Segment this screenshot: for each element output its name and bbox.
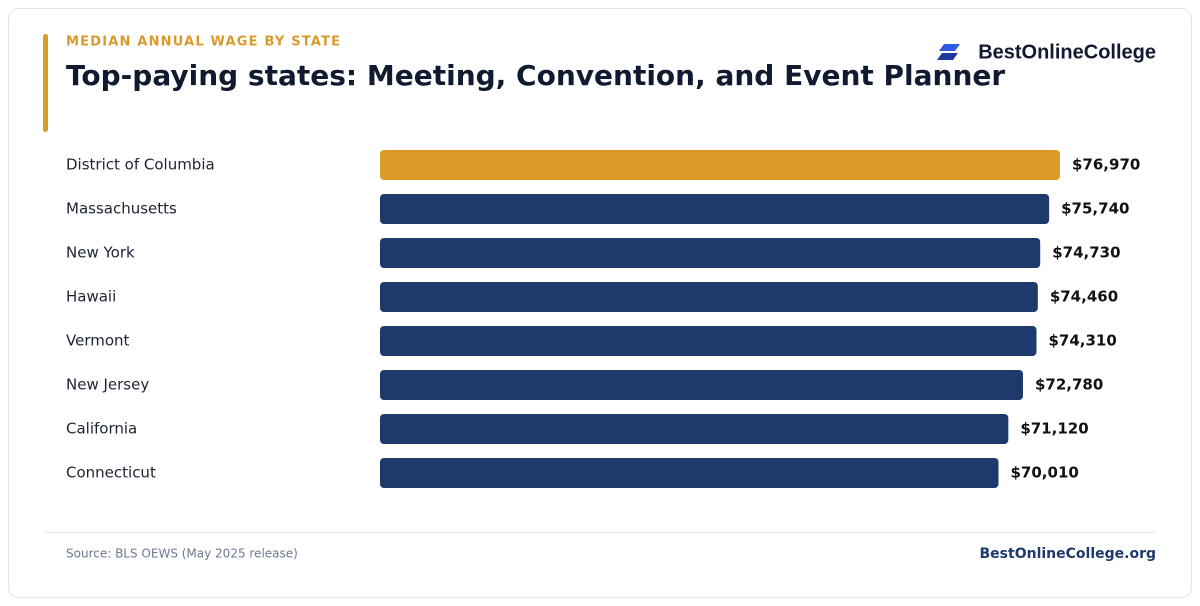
value-label: $74,460 [1050, 288, 1118, 306]
category-label: Massachusetts [66, 200, 177, 218]
value-label: $70,010 [1011, 464, 1079, 482]
accent-bar [43, 34, 48, 132]
bar [380, 458, 999, 488]
value-label: $76,970 [1072, 156, 1140, 174]
source: Source: BLS OEWS (May 2025 release) [66, 547, 298, 561]
bar [380, 194, 1050, 224]
bar [380, 238, 1041, 268]
value-label: $74,310 [1048, 332, 1116, 350]
category-label: Connecticut [66, 464, 156, 482]
value-label: $74,730 [1052, 244, 1120, 262]
value-label: $71,120 [1020, 420, 1088, 438]
bar [380, 150, 1060, 180]
value-label: $75,740 [1061, 200, 1129, 218]
bar [380, 282, 1038, 312]
bar [380, 414, 1009, 444]
value-label: $72,780 [1035, 376, 1103, 394]
logo: BestOnlineCollege [937, 41, 1156, 63]
category-label: New York [66, 244, 135, 262]
bar [380, 370, 1023, 400]
plot: District of Columbia $76,970 Massachusetts… [66, 150, 1140, 488]
category-label: Hawaii [66, 288, 116, 306]
footer-link: BestOnlineCollege.org [980, 546, 1156, 562]
category-label: California [66, 420, 137, 438]
category-label: New Jersey [66, 376, 149, 394]
chart-title: Top-paying states: Meeting, Convention, … [66, 59, 1005, 92]
brand: BestOnlineCollege [978, 41, 1156, 63]
category-label: District of Columbia [66, 156, 215, 174]
category-label: Vermont [66, 332, 130, 350]
logo-icon [939, 44, 960, 51]
bar [380, 326, 1037, 356]
logo-icon [937, 53, 958, 60]
kicker: MEDIAN ANNUAL WAGE BY STATE [66, 35, 341, 50]
